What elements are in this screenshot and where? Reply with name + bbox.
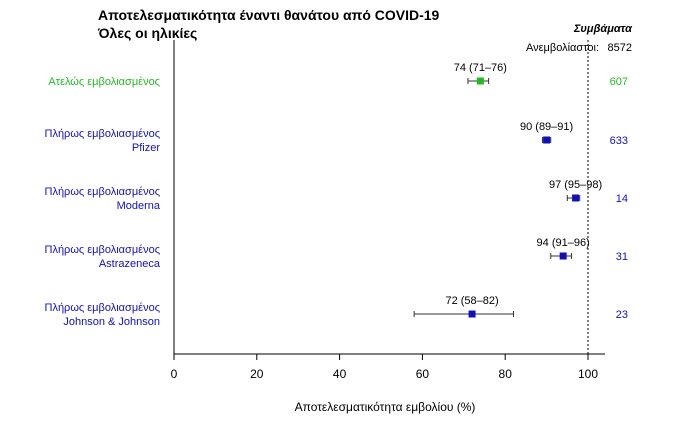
row-sublabel: Astrazeneca [99, 258, 161, 270]
x-tick-label: 60 [416, 367, 430, 381]
x-axis-ticks: 0 20 40 60 80 100 [171, 354, 598, 381]
point-estimate [543, 136, 551, 144]
x-tick-label: 0 [171, 367, 178, 381]
case-count: 14 [616, 193, 628, 205]
x-tick-label: 20 [250, 367, 264, 381]
chart-subtitle: Όλες οι ηλικίες [98, 25, 198, 41]
point-estimate [559, 252, 567, 260]
x-tick-label: 100 [578, 367, 598, 381]
estimate-row: Ατελώς εμβολιασμένος 74 (71–76) 607 [48, 62, 628, 88]
case-count: 23 [616, 309, 628, 321]
point-estimate [468, 310, 476, 318]
row-label: Πλήρως εμβολιασμένος [45, 244, 161, 256]
x-tick-label: 40 [333, 367, 347, 381]
row-label: Ατελώς εμβολιασμένος [48, 76, 160, 88]
case-count: 31 [616, 251, 628, 263]
row-sublabel: Johnson & Johnson [63, 316, 160, 328]
estimate-row: Πλήρως εμβολιασμένος Johnson & Johnson 72 … [45, 295, 629, 328]
estimate-row: Πλήρως εμβολιασμένος Astrazeneca 94 (91–96… [45, 237, 629, 270]
cases-header: Συμβάματα [573, 23, 633, 35]
ci-label: 90 (89–91) [520, 121, 573, 133]
title-block: Αποτελεσματικότητα έναντι θανάτου από CO… [98, 6, 478, 42]
ci-label: 74 (71–76) [454, 62, 507, 74]
point-estimate [572, 194, 580, 202]
unvaccinated-label: Ανεμβολίαστοι: [526, 42, 599, 54]
case-count: 607 [610, 76, 628, 88]
estimate-row: Πλήρως εμβολιασμένος Moderna 97 (95–98) 14 [45, 179, 629, 212]
x-axis-label: Αποτελεσματικότητα εμβολίου (%) [295, 400, 476, 414]
row-sublabel: Moderna [117, 200, 161, 212]
x-tick-label: 80 [499, 367, 513, 381]
point-estimate [476, 77, 484, 85]
unvaccinated-count: 8572 [608, 42, 632, 54]
ci-label: 97 (95–98) [549, 179, 602, 191]
estimate-rows: Ατελώς εμβολιασμένος 74 (71–76) 607 Πλήρως … [45, 62, 629, 328]
case-count: 633 [610, 135, 628, 147]
row-label: Πλήρως εμβολιασμένος [45, 186, 161, 198]
chart-title: Αποτελεσματικότητα έναντι θανάτου από CO… [98, 7, 440, 23]
row-label: Πλήρως εμβολιασμένος [45, 128, 161, 140]
ci-label: 72 (58–82) [445, 295, 498, 307]
row-label: Πλήρως εμβολιασμένος [45, 302, 161, 314]
row-sublabel: Pfizer [132, 142, 160, 154]
estimate-row: Πλήρως εμβολιασμένος Pfizer 90 (89–91) 633 [45, 121, 629, 154]
ci-label: 94 (91–96) [537, 237, 590, 249]
